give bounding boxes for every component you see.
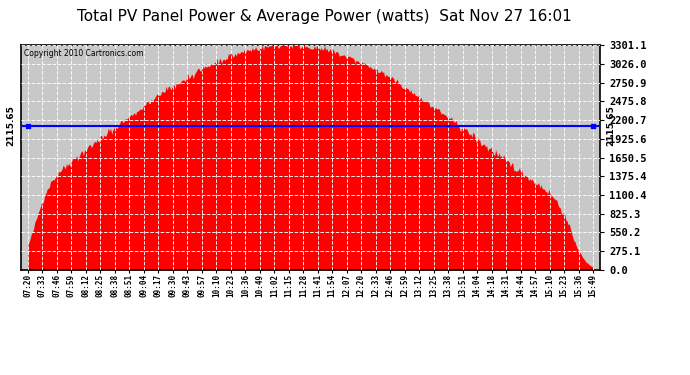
Text: Copyright 2010 Cartronics.com: Copyright 2010 Cartronics.com (23, 50, 143, 58)
Text: 2115.65: 2115.65 (6, 105, 15, 146)
Text: 2115.65: 2115.65 (606, 105, 615, 146)
Text: Total PV Panel Power & Average Power (watts)  Sat Nov 27 16:01: Total PV Panel Power & Average Power (wa… (77, 9, 572, 24)
